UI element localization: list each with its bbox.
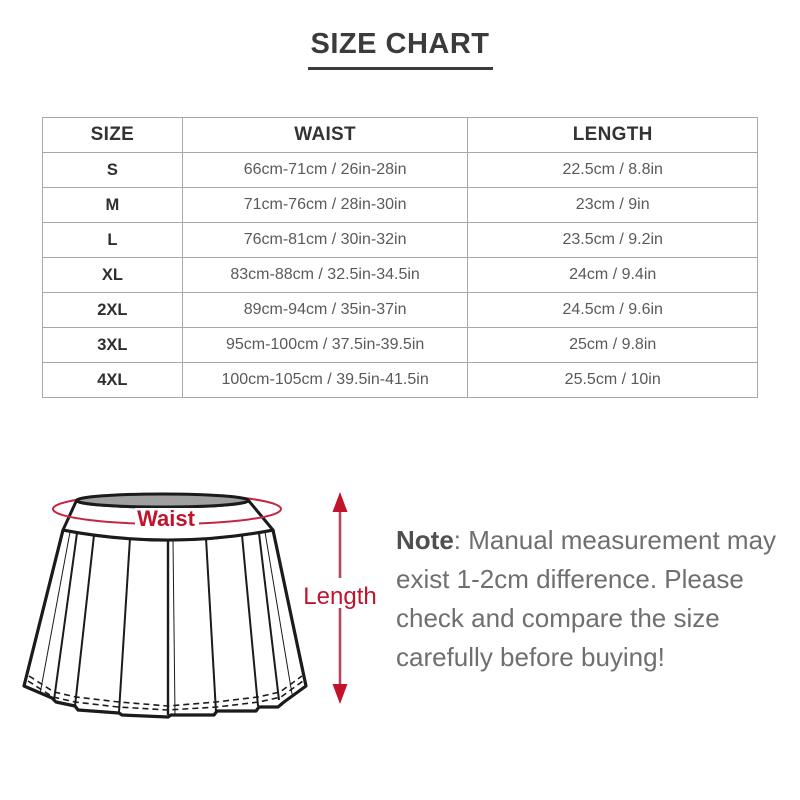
arrow-down-icon <box>332 684 348 704</box>
value-cell: 24.5cm / 9.6in <box>467 292 758 328</box>
size-table: SIZE WAIST LENGTH S 66cm-71cm / 26in-28in 22… <box>42 117 758 398</box>
waist-opening <box>75 492 250 509</box>
column-header-size: SIZE <box>42 117 183 153</box>
hem-stitch-lines <box>27 675 304 711</box>
table-row: M 71cm-76cm / 28in-30in 23cm / 9in <box>42 187 758 223</box>
waist-label: Waist <box>137 506 196 531</box>
note-label: Note <box>396 525 454 555</box>
pleat-fold-lines <box>39 531 293 716</box>
table-row: 4XL 100cm-105cm / 39.5in-41.5in 25.5cm / 1… <box>42 362 758 398</box>
note-body: : Manual measurement may exist 1-2cm dif… <box>396 525 777 672</box>
value-cell: 23.5cm / 9.2in <box>467 222 758 258</box>
waist-label-backdrop <box>135 508 199 530</box>
length-arrow: Length <box>303 492 377 704</box>
page-title: SIZE CHART <box>307 28 493 70</box>
size-cell: 3XL <box>42 327 183 363</box>
table-row: S 66cm-71cm / 26in-28in 22.5cm / 8.8in <box>42 152 758 188</box>
value-cell: 89cm-94cm / 35in-37in <box>181 292 469 328</box>
size-cell: L <box>42 222 183 258</box>
skirt-body-outline <box>22 528 308 719</box>
size-cell: XL <box>42 257 183 293</box>
value-cell: 83cm-88cm / 32.5in-34.5in <box>181 257 469 293</box>
size-table-head-row: SIZE WAIST LENGTH <box>42 117 758 153</box>
value-cell: 25.5cm / 10in <box>467 362 758 398</box>
size-cell: S <box>42 152 183 188</box>
value-cell: 100cm-105cm / 39.5in-41.5in <box>181 362 469 398</box>
column-header-waist: WAIST <box>181 117 469 153</box>
table-row: XL 83cm-88cm / 32.5in-34.5in 24cm / 9.4in <box>42 257 758 293</box>
value-cell: 23cm / 9in <box>467 187 758 223</box>
arrow-up-icon <box>332 492 348 512</box>
size-cell: 2XL <box>42 292 183 328</box>
value-cell: 76cm-81cm / 30in-32in <box>181 222 469 258</box>
size-cell: 4XL <box>42 362 183 398</box>
column-header-length: LENGTH <box>467 117 758 153</box>
length-label-backdrop <box>307 578 373 608</box>
table-row: L 76cm-81cm / 30in-32in 23.5cm / 9.2in <box>42 222 758 258</box>
note-text: Note: Manual measurement may exist 1-2cm… <box>396 521 782 677</box>
size-cell: M <box>42 187 183 223</box>
value-cell: 24cm / 9.4in <box>467 257 758 293</box>
skirt-measurement-diagram: Waist Length <box>22 492 377 719</box>
table-row: 3XL 95cm-100cm / 37.5in-39.5in 25cm / 9.8i… <box>42 327 758 363</box>
value-cell: 71cm-76cm / 28in-30in <box>181 187 469 223</box>
size-table-body: S 66cm-71cm / 26in-28in 22.5cm / 8.8in M 71c… <box>42 152 758 398</box>
value-cell: 25cm / 9.8in <box>467 327 758 363</box>
title-wrap: SIZE CHART <box>0 28 800 70</box>
value-cell: 66cm-71cm / 26in-28in <box>181 152 469 188</box>
value-cell: 95cm-100cm / 37.5in-39.5in <box>181 327 469 363</box>
table-row: 2XL 89cm-94cm / 35in-37in 24.5cm / 9.6in <box>42 292 758 328</box>
value-cell: 22.5cm / 8.8in <box>467 152 758 188</box>
length-label: Length <box>303 583 376 610</box>
